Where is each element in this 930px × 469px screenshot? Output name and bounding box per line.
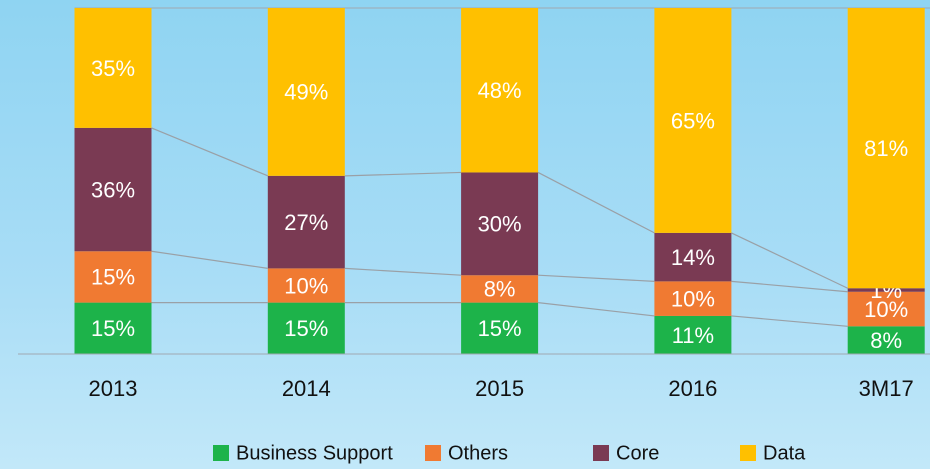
connector-line	[731, 232, 848, 289]
data-label: 35%	[91, 56, 135, 81]
legend-swatch	[740, 445, 756, 461]
connector-line	[538, 302, 655, 317]
connector-line	[731, 315, 848, 327]
x-tick-label: 2014	[282, 376, 331, 401]
connector-line	[538, 274, 655, 282]
data-label: 8%	[484, 277, 516, 302]
connector-line	[344, 267, 462, 276]
x-tick-label: 2015	[475, 376, 524, 401]
data-label: 15%	[478, 316, 522, 341]
bar-segment	[654, 8, 732, 233]
connector-line	[537, 171, 655, 234]
data-label: 49%	[284, 80, 328, 105]
bar-segment	[847, 326, 925, 354]
data-label: 11%	[672, 323, 714, 348]
legend-label: Others	[448, 442, 508, 464]
bar-segment	[461, 8, 539, 173]
x-tick-label: 3M17	[859, 376, 914, 401]
bar-segment	[654, 232, 732, 282]
legend-swatch	[425, 445, 441, 461]
connector-line	[731, 280, 848, 293]
bar-segment	[74, 302, 152, 354]
bar-segment	[847, 8, 925, 289]
legend-label: Business Support	[236, 442, 393, 464]
data-label: 10%	[671, 286, 715, 311]
data-label: 15%	[91, 316, 135, 341]
bar-segment	[847, 291, 925, 327]
bar-segment	[461, 172, 539, 276]
data-label: 36%	[91, 177, 135, 202]
legend-swatch	[213, 445, 229, 461]
data-label: 65%	[671, 108, 715, 133]
x-tick-label: 2013	[89, 376, 138, 401]
connector-line	[344, 171, 462, 177]
data-label: 27%	[284, 210, 328, 235]
bar-segment	[74, 251, 152, 303]
bar-segment	[267, 175, 345, 269]
legend-swatch	[593, 445, 609, 461]
connector-line	[151, 127, 269, 177]
bar-segment	[267, 8, 345, 176]
connector-line	[151, 250, 268, 269]
bar-segment	[654, 315, 732, 354]
bar-segment	[461, 275, 539, 303]
bar-segment	[267, 302, 345, 354]
data-label: 15%	[284, 316, 328, 341]
data-label: 14%	[671, 245, 715, 270]
bar-segment	[267, 268, 345, 303]
bar-segment	[74, 127, 152, 252]
x-tick-label: 2016	[668, 376, 717, 401]
bar-segment	[461, 302, 539, 354]
data-label: 8%	[870, 328, 902, 353]
data-label: 48%	[478, 78, 522, 103]
bar-segment	[847, 288, 925, 292]
legend-label: Core	[616, 442, 659, 464]
bar-segment	[74, 8, 152, 128]
data-label: 81%	[864, 136, 908, 161]
legend-label: Data	[763, 442, 806, 464]
data-label: 10%	[864, 297, 908, 322]
data-label: 30%	[478, 212, 522, 237]
data-label: 15%	[91, 265, 135, 290]
data-label: 10%	[284, 273, 328, 298]
bar-segment	[654, 281, 732, 316]
